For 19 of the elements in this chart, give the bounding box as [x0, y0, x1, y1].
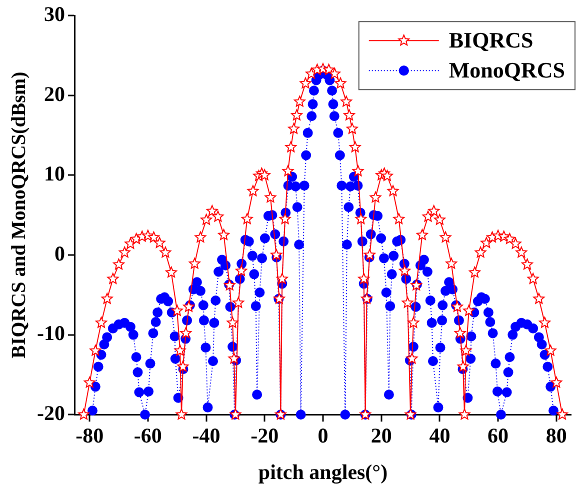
y-tick-label: 10	[44, 162, 65, 186]
x-tick-label: 40	[429, 424, 450, 448]
x-tick-label: 20	[370, 424, 392, 448]
x-axis-title: pitch angles(°)	[258, 460, 388, 484]
legend-label: BIQRCS	[448, 27, 534, 52]
legend-label: MonoQRCS	[448, 57, 565, 82]
y-axis-title: BIQRCS and MonoQRCS(dBsm)	[8, 72, 30, 358]
x-tick-label: -80	[76, 424, 104, 448]
y-tick-label: 0	[54, 241, 65, 266]
y-tick-label: -20	[36, 401, 65, 426]
x-tick-label: 60	[488, 424, 509, 448]
x-tick-label: -20	[250, 424, 279, 448]
y-tick-label: 20	[44, 82, 65, 106]
x-tick-label: 80	[546, 424, 567, 448]
y-tick-label: -10	[36, 321, 65, 346]
x-tick-label: -60	[134, 424, 162, 448]
x-tick-label: -40	[192, 424, 220, 448]
y-tick-label: 30	[44, 2, 65, 26]
x-tick-label: 0	[318, 424, 328, 448]
